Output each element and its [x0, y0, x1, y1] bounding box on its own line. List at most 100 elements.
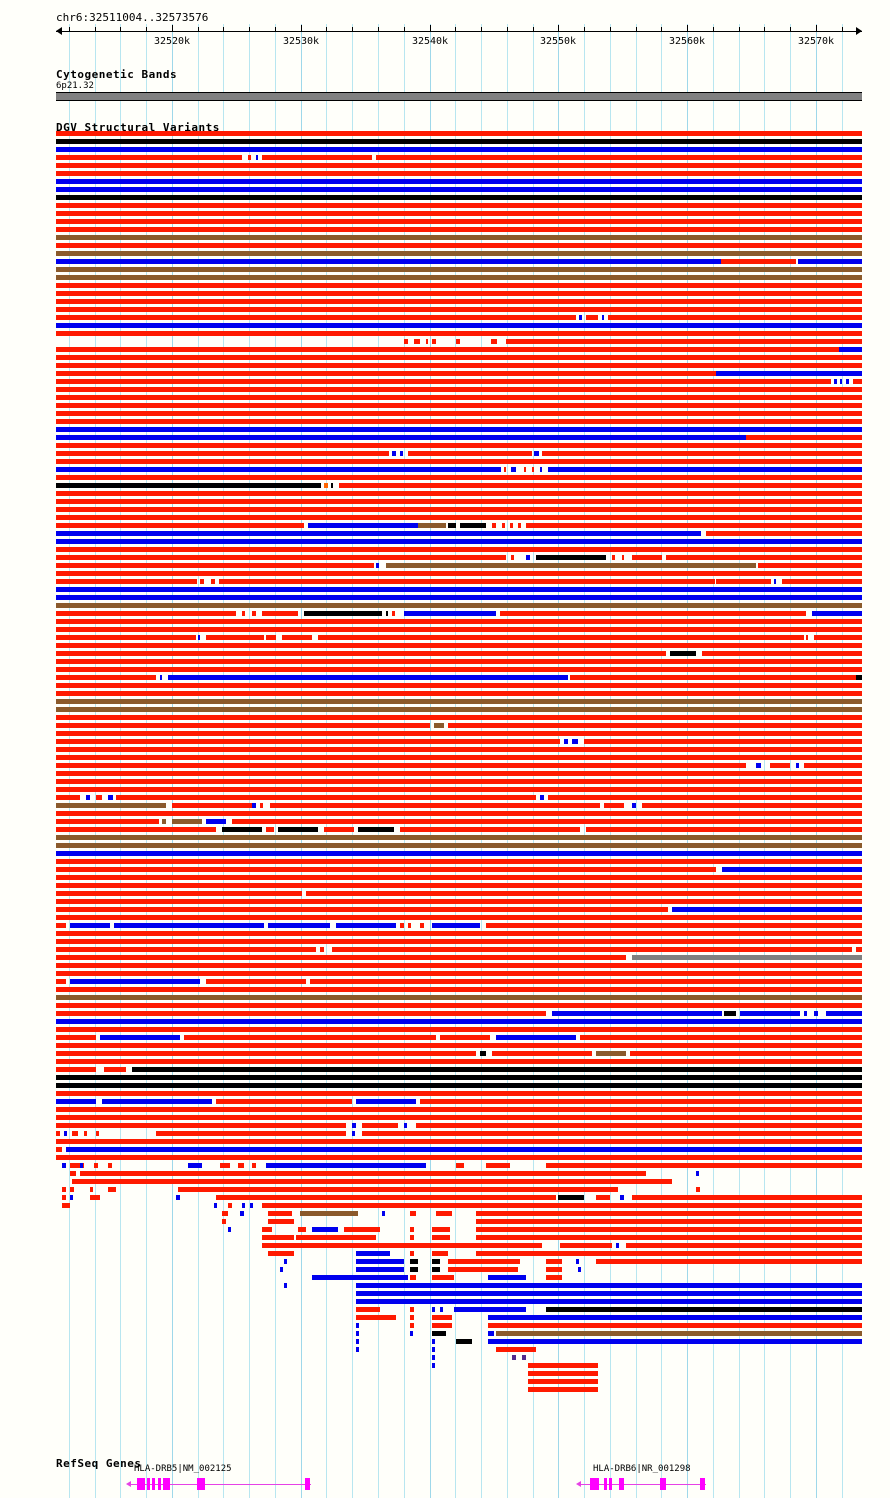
variant-segment[interactable]: [502, 523, 505, 528]
dgv-variant-row[interactable]: [0, 139, 890, 147]
variant-segment[interactable]: [56, 915, 862, 920]
variant-segment[interactable]: [500, 611, 806, 616]
variant-segment[interactable]: [608, 315, 862, 320]
variant-segment[interactable]: [56, 131, 862, 136]
variant-segment[interactable]: [262, 155, 372, 160]
variant-segment[interactable]: [706, 531, 862, 536]
dgv-variant-row[interactable]: [0, 1219, 890, 1227]
variant-segment[interactable]: [56, 667, 862, 672]
variant-segment[interactable]: [56, 547, 862, 552]
dgv-variant-row[interactable]: [0, 499, 890, 507]
variant-segment[interactable]: [404, 339, 408, 344]
dgv-variant-row[interactable]: [0, 283, 890, 291]
variant-segment[interactable]: [56, 203, 862, 208]
variant-segment[interactable]: [362, 1123, 398, 1128]
variant-segment[interactable]: [72, 1131, 78, 1136]
dgv-variant-row[interactable]: [0, 1291, 890, 1299]
dgv-variant-row[interactable]: [0, 1163, 890, 1171]
variant-segment[interactable]: [552, 1011, 722, 1016]
variant-segment[interactable]: [716, 579, 771, 584]
variant-segment[interactable]: [456, 1339, 472, 1344]
variant-segment[interactable]: [168, 675, 568, 680]
variant-segment[interactable]: [56, 403, 862, 408]
dgv-variant-row[interactable]: [0, 227, 890, 235]
variant-segment[interactable]: [56, 875, 862, 880]
variant-segment[interactable]: [586, 827, 862, 832]
variant-segment[interactable]: [392, 611, 395, 616]
variant-segment[interactable]: [70, 979, 200, 984]
variant-segment[interactable]: [56, 747, 862, 752]
variant-segment[interactable]: [56, 867, 716, 872]
variant-segment[interactable]: [56, 1139, 862, 1144]
dgv-variant-row[interactable]: [0, 427, 890, 435]
variant-segment[interactable]: [56, 363, 862, 368]
dgv-variant-row[interactable]: [0, 467, 890, 475]
variant-segment[interactable]: [432, 1275, 454, 1280]
dgv-variant-row[interactable]: [0, 699, 890, 707]
variant-segment[interactable]: [300, 1211, 358, 1216]
refseq-gene-track[interactable]: HLA-DRB5|NM_002125 HLA-DRB6|NR_001298: [0, 1452, 890, 1498]
variant-segment[interactable]: [216, 1099, 352, 1104]
dgv-variant-row[interactable]: [0, 451, 890, 459]
variant-segment[interactable]: [90, 1195, 100, 1200]
dgv-variant-row[interactable]: [0, 211, 890, 219]
variant-segment[interactable]: [356, 1315, 396, 1320]
variant-segment[interactable]: [56, 355, 862, 360]
variant-segment[interactable]: [270, 803, 600, 808]
variant-segment[interactable]: [570, 675, 856, 680]
variant-segment[interactable]: [62, 1203, 70, 1208]
variant-segment[interactable]: [56, 379, 831, 384]
variant-segment[interactable]: [702, 651, 862, 656]
dgv-variant-row[interactable]: [0, 1067, 890, 1075]
variant-segment[interactable]: [70, 1187, 74, 1192]
dgv-variant-row[interactable]: [0, 1347, 890, 1355]
variant-segment[interactable]: [56, 315, 576, 320]
gene-exon[interactable]: [609, 1478, 612, 1490]
variant-segment[interactable]: [488, 1339, 862, 1344]
variant-segment[interactable]: [222, 1219, 226, 1224]
variant-segment[interactable]: [56, 283, 862, 288]
variant-segment[interactable]: [56, 683, 862, 688]
variant-segment[interactable]: [324, 483, 328, 488]
variant-segment[interactable]: [576, 1259, 579, 1264]
gene-exon[interactable]: [590, 1478, 599, 1490]
dgv-variant-row[interactable]: [0, 171, 890, 179]
variant-segment[interactable]: [410, 1227, 414, 1232]
variant-segment[interactable]: [56, 443, 862, 448]
variant-segment[interactable]: [56, 627, 862, 632]
dgv-variant-row[interactable]: [0, 147, 890, 155]
dgv-variant-row[interactable]: [0, 435, 890, 443]
variant-segment[interactable]: [56, 155, 242, 160]
dgv-variant-row[interactable]: [0, 891, 890, 899]
variant-segment[interactable]: [56, 891, 302, 896]
variant-segment[interactable]: [418, 523, 446, 528]
variant-segment[interactable]: [72, 1179, 672, 1184]
variant-segment[interactable]: [410, 1315, 414, 1320]
variant-segment[interactable]: [56, 499, 862, 504]
variant-segment[interactable]: [331, 483, 333, 488]
variant-segment[interactable]: [324, 827, 354, 832]
variant-segment[interactable]: [632, 803, 636, 808]
variant-segment[interactable]: [304, 611, 382, 616]
dgv-variant-row[interactable]: [0, 307, 890, 315]
variant-segment[interactable]: [356, 1323, 359, 1328]
variant-segment[interactable]: [222, 1211, 228, 1216]
variant-segment[interactable]: [56, 275, 862, 280]
dgv-variant-row[interactable]: [0, 747, 890, 755]
variant-segment[interactable]: [56, 211, 862, 216]
variant-segment[interactable]: [560, 1243, 612, 1248]
variant-segment[interactable]: [56, 851, 862, 856]
variant-segment[interactable]: [56, 611, 236, 616]
variant-segment[interactable]: [511, 555, 514, 560]
dgv-variant-row[interactable]: [0, 531, 890, 539]
variant-segment[interactable]: [56, 779, 862, 784]
variant-segment[interactable]: [56, 1003, 862, 1008]
variant-segment[interactable]: [216, 1195, 556, 1200]
variant-segment[interactable]: [56, 555, 506, 560]
variant-segment[interactable]: [280, 1267, 283, 1272]
dgv-variant-row[interactable]: [0, 243, 890, 251]
dgv-variant-row[interactable]: [0, 867, 890, 875]
variant-segment[interactable]: [476, 1211, 862, 1216]
dgv-variant-row[interactable]: [0, 1307, 890, 1315]
variant-segment[interactable]: [56, 515, 862, 520]
